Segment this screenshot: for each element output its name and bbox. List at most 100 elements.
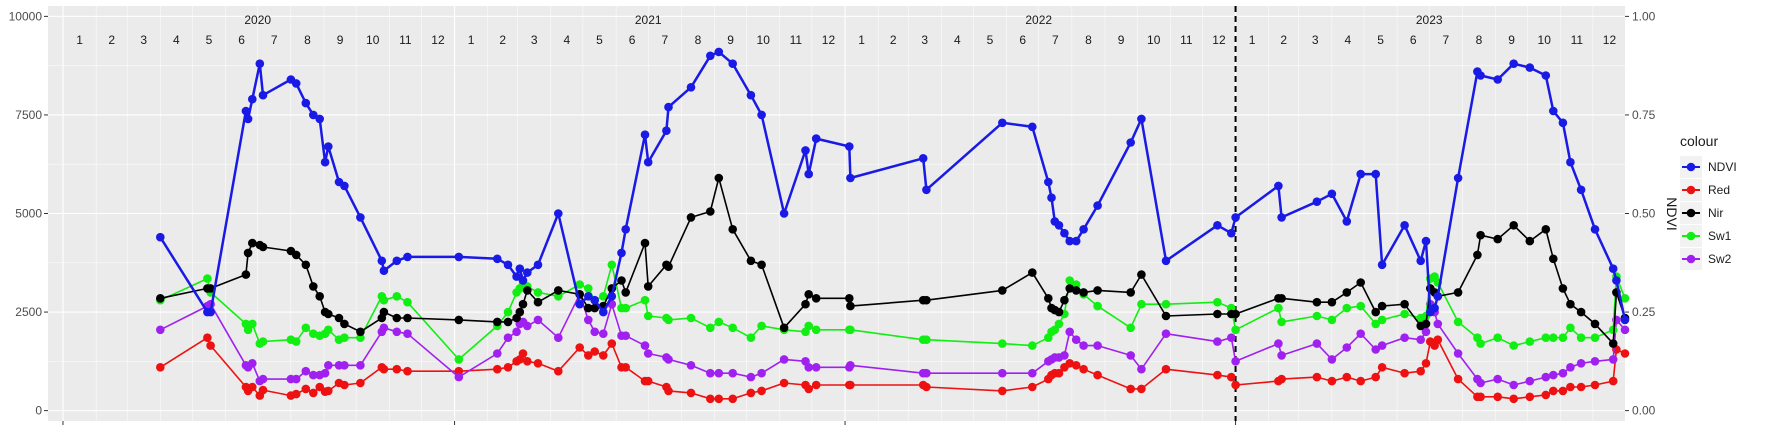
data-point-red xyxy=(1356,376,1365,386)
x-axis-ticks xyxy=(62,421,1237,425)
data-point-sw1 xyxy=(1137,299,1146,309)
data-point-sw1 xyxy=(686,313,696,323)
month-label: 3 xyxy=(1312,33,1319,47)
series-red xyxy=(156,333,1630,404)
data-point-ndvi xyxy=(714,47,724,57)
data-point-ndvi xyxy=(258,90,268,100)
data-point-sw2 xyxy=(1453,349,1463,358)
data-point-red xyxy=(746,388,756,398)
data-point-red xyxy=(575,343,584,352)
data-point-ndvi xyxy=(1028,122,1037,132)
data-point-sw1 xyxy=(1231,325,1240,335)
data-point-sw1 xyxy=(1227,303,1236,313)
month-label: 7 xyxy=(1052,33,1059,47)
data-point-nir xyxy=(258,242,268,252)
data-point-sw1 xyxy=(1065,276,1074,285)
data-point-ndvi xyxy=(1558,118,1568,128)
data-point-sw1 xyxy=(248,319,257,329)
data-point-sw2 xyxy=(1400,333,1409,343)
data-point-red xyxy=(554,366,563,376)
data-point-sw2 xyxy=(1549,370,1558,380)
data-point-sw2 xyxy=(811,363,821,372)
data-point-ndvi xyxy=(1356,169,1365,179)
data-point-ndvi xyxy=(1421,236,1431,246)
data-point-red xyxy=(203,333,212,343)
data-point-red xyxy=(1028,382,1037,392)
data-point-ndvi xyxy=(1065,236,1074,246)
data-point-red xyxy=(1453,374,1463,384)
data-point-ndvi xyxy=(1612,276,1621,285)
data-point-sw2 xyxy=(1277,351,1286,360)
data-point-sw2 xyxy=(454,372,464,382)
data-point-ndvi xyxy=(617,248,626,258)
month-label: 4 xyxy=(954,33,961,47)
data-point-red xyxy=(1071,361,1081,370)
data-point-red xyxy=(1079,364,1088,374)
data-point-red xyxy=(403,366,412,376)
data-point-red xyxy=(1421,359,1431,368)
data-point-ndvi xyxy=(662,126,671,135)
data-point-nir xyxy=(379,307,389,317)
data-point-red xyxy=(706,394,715,404)
data-point-nir xyxy=(1473,250,1482,260)
data-point-sw1 xyxy=(1558,333,1568,343)
data-point-ndvi xyxy=(1620,315,1630,325)
data-point-nir xyxy=(1342,288,1352,297)
y-left-tick-label: 10000 xyxy=(9,9,43,23)
data-point-nir xyxy=(340,319,349,329)
data-point-sw2 xyxy=(584,315,593,325)
data-point-sw1 xyxy=(607,260,617,270)
data-point-ndvi xyxy=(1525,63,1535,72)
month-label: 9 xyxy=(1508,33,1515,47)
data-point-ndvi xyxy=(1608,264,1618,274)
month-label: 11 xyxy=(1571,33,1584,47)
legend-item-sw1: Sw1 xyxy=(1680,225,1732,247)
data-point-ndvi xyxy=(1274,181,1283,191)
data-point-red xyxy=(607,339,617,348)
month-label: 6 xyxy=(1410,33,1417,47)
month-label: 9 xyxy=(337,33,344,47)
data-point-ndvi xyxy=(1137,114,1146,124)
data-point-ndvi xyxy=(804,169,813,179)
data-point-sw1 xyxy=(403,297,412,307)
data-point-nir xyxy=(1093,286,1102,295)
series-nir xyxy=(156,173,1630,348)
data-point-nir xyxy=(845,294,854,303)
data-point-sw1 xyxy=(1356,301,1365,311)
legend-key-point xyxy=(1686,208,1696,218)
data-point-nir xyxy=(686,213,696,222)
data-point-red xyxy=(1576,382,1586,392)
data-point-nir xyxy=(643,282,653,291)
data-point-ndvi xyxy=(454,252,464,262)
data-point-sw2 xyxy=(1060,351,1069,360)
data-point-red xyxy=(846,380,855,390)
data-point-red xyxy=(811,380,821,390)
data-point-sw1 xyxy=(922,335,931,345)
data-point-red xyxy=(1371,372,1380,382)
data-point-red xyxy=(258,385,268,395)
data-point-nir xyxy=(518,299,528,309)
data-point-ndvi xyxy=(1327,189,1337,199)
data-point-ndvi xyxy=(1342,217,1352,226)
data-point-sw1 xyxy=(392,292,402,301)
data-point-ndvi xyxy=(1400,221,1409,230)
month-label: 1 xyxy=(76,33,83,47)
data-point-nir xyxy=(584,303,593,313)
data-point-ndvi xyxy=(590,295,599,305)
data-point-sw1 xyxy=(575,280,584,289)
month-label: 12 xyxy=(1212,33,1226,47)
data-point-ndvi xyxy=(728,59,737,68)
year-label: 2020 xyxy=(244,13,271,27)
data-point-sw1 xyxy=(1126,323,1135,333)
data-point-sw2 xyxy=(503,333,513,343)
data-point-red xyxy=(1549,386,1558,396)
data-point-ndvi xyxy=(403,252,412,262)
data-point-sw2 xyxy=(291,374,301,384)
data-point-red xyxy=(1213,370,1222,380)
month-label: 3 xyxy=(140,33,147,47)
data-point-sw1 xyxy=(1161,299,1171,309)
month-label: 12 xyxy=(431,33,445,47)
month-label: 8 xyxy=(695,33,702,47)
legend-key-point xyxy=(1686,162,1696,172)
data-point-nir xyxy=(533,297,543,307)
